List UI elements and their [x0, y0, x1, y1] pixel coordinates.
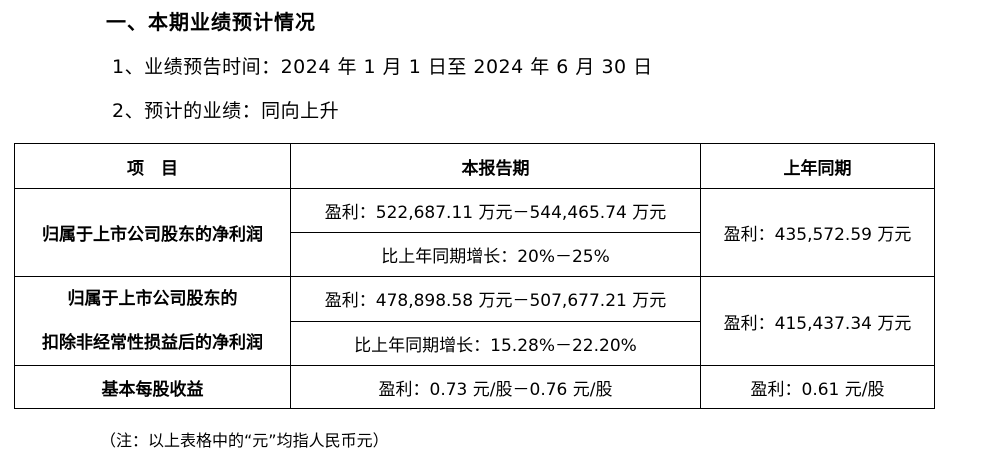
- cell-prior-profit: 盈利：435,572.59 万元: [700, 188, 935, 277]
- cell-current-eps: 盈利：0.73 元/股－0.76 元/股: [290, 365, 701, 409]
- header-prior-period: 上年同期: [700, 143, 935, 189]
- section-title: 一、本期业绩预计情况: [106, 10, 316, 34]
- table-note: （注：以上表格中的“元”均指人民币元）: [100, 431, 389, 450]
- cell-prior-profit: 盈利：415,437.34 万元: [700, 276, 935, 366]
- cell-current-profit: 盈利：522,687.11 万元－544,465.74 万元: [290, 188, 701, 233]
- row-label-line: 扣除非经常性损益后的净利润: [42, 333, 263, 353]
- header-item: 项 目: [14, 143, 291, 189]
- cell-current-growth: 比上年同期增长：20%－25%: [290, 232, 701, 277]
- header-current-period: 本报告期: [290, 143, 701, 189]
- row-label-net-profit: 归属于上市公司股东的净利润: [14, 188, 291, 277]
- table-row: 比上年同期增长：15.28%－22.20%: [15, 320, 935, 366]
- forecast-trend: 2、预计的业绩：同向上升: [112, 100, 340, 122]
- cell-prior-eps: 盈利：0.61 元/股: [700, 365, 935, 409]
- table-header-row: 项 目 本报告期 上年同期: [14, 143, 935, 189]
- cell-current-profit: 盈利：478,898.58 万元－507,677.21 万元: [290, 276, 701, 322]
- table-row: 归属于上市公司股东的 扣除非经常性损益后的净利润 盈利：478,898.58 万…: [14, 276, 935, 366]
- table-row: 基本每股收益 盈利：0.73 元/股－0.76 元/股 盈利：0.61 元/股: [14, 365, 935, 409]
- row-label-eps: 基本每股收益: [14, 365, 291, 409]
- row-label-adjusted-net-profit: 归属于上市公司股东的 扣除非经常性损益后的净利润: [14, 276, 291, 366]
- cell-current-growth: 比上年同期增长：15.28%－22.20%: [290, 320, 701, 366]
- table-row: 归属于上市公司股东的净利润 盈利：522,687.11 万元－544,465.7…: [14, 188, 935, 277]
- row-label-line: 归属于上市公司股东的: [67, 289, 238, 309]
- table-row: 比上年同期增长：20%－25%: [15, 232, 935, 277]
- performance-table: 项 目 本报告期 上年同期 归属于上市公司股东的净利润 盈利：522,687.1…: [14, 143, 935, 409]
- forecast-period: 1、业绩预告时间：2024 年 1 月 1 日至 2024 年 6 月 30 日: [112, 56, 653, 78]
